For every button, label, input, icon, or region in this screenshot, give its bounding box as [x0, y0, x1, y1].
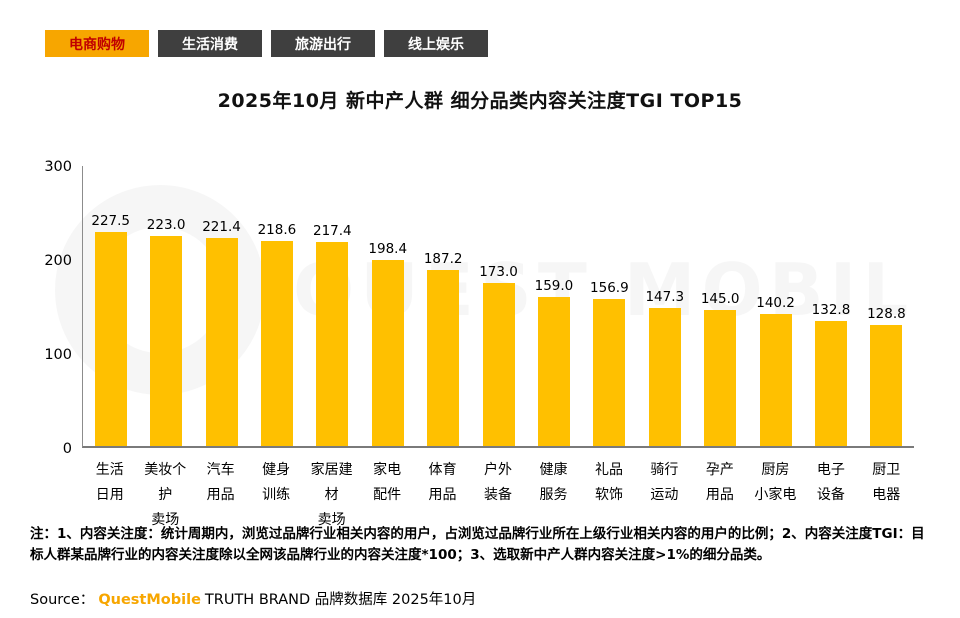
bar-value-label: 132.8	[811, 302, 851, 319]
bar	[814, 321, 847, 446]
bar	[427, 270, 460, 446]
bar-value-label: 223.0	[146, 217, 186, 234]
bar-group: 218.6	[249, 166, 304, 446]
chart-title: 2025年10月 新中产人群 细分品类内容关注度TGI TOP15	[217, 90, 743, 112]
y-tick-label: 300	[44, 159, 72, 175]
y-tick-label: 100	[44, 347, 72, 363]
bar-group: 221.4	[194, 166, 249, 446]
bar	[648, 307, 681, 446]
bar-group: 145.0	[692, 166, 747, 446]
bar-group: 173.0	[471, 166, 526, 446]
bar-category-label: 骑行 运动	[650, 462, 679, 503]
bar	[593, 298, 626, 446]
source-brand: QuestMobile	[98, 592, 201, 608]
bar-category-label: 生活 日用	[95, 462, 124, 503]
x-axis-labels: 生活 日用 美妆个护 卖场 汽车 用品 健身 训练 家居建材 卖场 家电 配件 体育 用品 户外 装备 健康 服务…	[82, 458, 914, 533]
bar-group: 217.4	[305, 166, 360, 446]
bar-group: 223.0	[138, 166, 193, 446]
bar-value-label: 156.9	[590, 279, 629, 296]
bar-category-label: 户外 装备	[484, 462, 513, 503]
bar-group: 132.8	[803, 166, 858, 446]
tab-online-entertainment[interactable]: 线上娱乐	[384, 30, 488, 57]
bar-category-label: 体育 用品	[428, 462, 457, 503]
y-axis: 0 100 200 300	[40, 159, 80, 457]
y-tick-label: 0	[62, 441, 72, 457]
bar-category-label: 健身 训练	[262, 462, 291, 503]
bar-group: 198.4	[360, 166, 415, 446]
bar-value-label: 140.2	[756, 295, 795, 312]
bar-group: 156.9	[582, 166, 637, 446]
bar-value-label: 218.6	[257, 221, 297, 238]
bar-value-label: 227.5	[91, 213, 131, 230]
bar	[260, 240, 293, 446]
bar-category-label: 礼品 软饰	[594, 462, 623, 503]
category-tabs: 电商购物 生活消费 旅游出行 线上娱乐	[45, 30, 488, 57]
tab-ecommerce-shopping[interactable]: 电商购物	[45, 30, 149, 57]
bar	[870, 324, 903, 446]
bar-group: 159.0	[526, 166, 581, 446]
bar-value-label: 159.0	[534, 277, 574, 294]
bar-value-label: 187.2	[423, 251, 463, 268]
source-prefix: Source：	[30, 592, 95, 608]
bar-value-label: 221.4	[202, 218, 241, 235]
source-suffix: TRUTH BRAND 品牌数据库 2025年10月	[204, 592, 477, 608]
bar-group: 140.2	[748, 166, 803, 446]
bar	[759, 314, 792, 446]
bar-category-label: 汽车 用品	[206, 462, 235, 503]
bar-category-label: 家居建材 卖场	[310, 462, 353, 528]
source-line: Source： QuestMobile TRUTH BRAND 品牌数据库 2025…	[30, 588, 476, 609]
bar-value-label: 173.0	[479, 264, 518, 281]
footnote: 注：1、内容关注度：统计周期内，浏览过品牌行业相关内容的用户，占浏览过品牌行业所…	[30, 526, 925, 563]
bar-value-label: 147.3	[645, 288, 685, 305]
bar-group: 187.2	[415, 166, 470, 446]
tab-travel[interactable]: 旅游出行	[271, 30, 375, 57]
bar	[704, 309, 737, 446]
bar-category-label: 电子 设备	[816, 462, 845, 503]
bar	[482, 283, 515, 446]
tab-life-consumption[interactable]: 生活消费	[158, 30, 262, 57]
y-tick-label: 200	[44, 253, 72, 269]
bar-group: 227.5	[83, 166, 138, 446]
bar	[94, 232, 127, 446]
bar	[150, 236, 183, 446]
bar-group: 128.8	[859, 166, 914, 446]
bar-category-label: 厨房 小家电	[754, 462, 797, 503]
plot-area: 227.5 223.0 221.4 218.6 217.4 198.4 187.2 173.0…	[82, 166, 914, 448]
bar-category-label: 厨卫 电器	[872, 462, 901, 503]
bar-category-label: 美妆个护 卖场	[144, 462, 187, 528]
bar-group: 147.3	[637, 166, 692, 446]
bar-value-label: 217.4	[313, 222, 352, 239]
bar	[371, 259, 404, 446]
bar-category-label: 家电 配件	[373, 462, 402, 503]
bar-value-label: 145.0	[700, 290, 740, 307]
bar-value-label: 128.8	[867, 305, 906, 322]
bar	[537, 296, 570, 446]
bar	[205, 237, 238, 446]
bar-category-label: 孕产 用品	[705, 462, 734, 503]
bar	[316, 241, 349, 446]
bar-value-label: 198.4	[368, 240, 408, 257]
bar-category-label: 健康 服务	[539, 462, 568, 503]
